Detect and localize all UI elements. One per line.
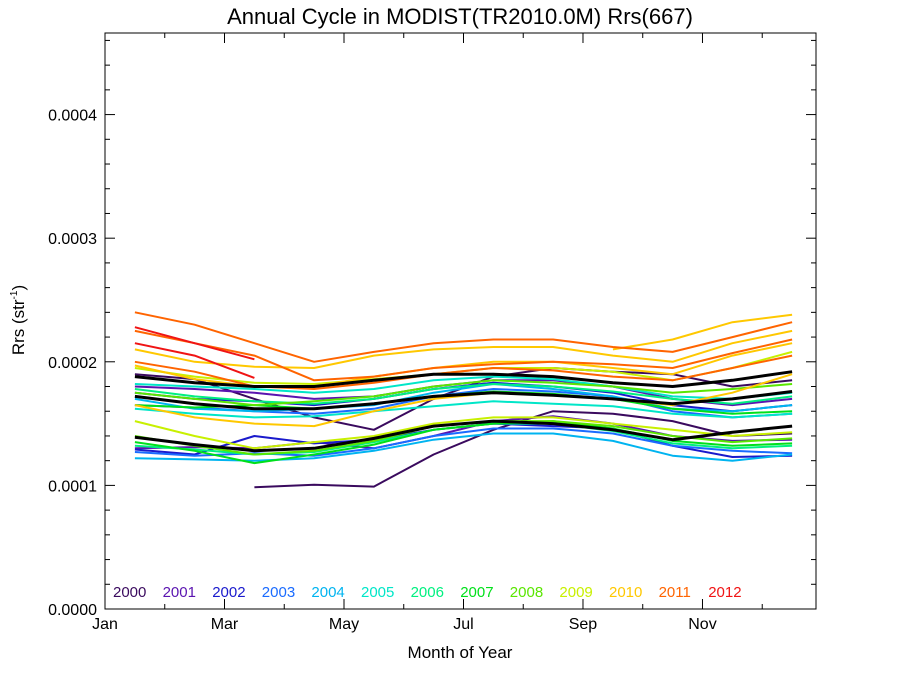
- series-lines: [134, 311, 793, 489]
- legend-item-2010: 2010: [609, 584, 642, 601]
- legend-item-2006: 2006: [411, 584, 444, 601]
- series-line-29: [134, 370, 793, 388]
- series-line-28: [134, 342, 255, 379]
- legend-item-2011: 2011: [659, 584, 691, 601]
- legend-item-2012: 2012: [708, 584, 741, 601]
- y-tick-label: 0.0001: [48, 478, 97, 495]
- plot-frame: [104, 32, 817, 610]
- series-line-11: [134, 375, 793, 400]
- y-axis-label-main: Rrs (str: [9, 299, 28, 355]
- y-axis-label-exponent: -1: [9, 290, 20, 299]
- chart-title: Annual Cycle in MODIST(TR2010.0M) Rrs(66…: [227, 4, 693, 29]
- y-axis-label-tail: ): [9, 285, 28, 291]
- series-line-18: [134, 416, 793, 450]
- legend-item-2004: 2004: [311, 584, 344, 601]
- x-tick-label: May: [329, 616, 359, 633]
- series-line-30: [134, 390, 793, 411]
- series-line-14: [134, 420, 793, 465]
- y-axis-label: Rrs (str-1): [9, 285, 28, 355]
- series-line-13: [134, 383, 793, 405]
- x-tick-label: Jan: [92, 616, 118, 633]
- axis-ticks: Jan Mar May Jul Sep Nov 0.0000 0.0001 0.0002 0.00…: [48, 33, 816, 633]
- x-tick-label: Nov: [688, 616, 716, 633]
- legend-item-2001: 2001: [163, 584, 196, 601]
- series-line-20: [134, 329, 793, 369]
- series-line-26: [134, 354, 793, 390]
- legend-item-2009: 2009: [559, 584, 592, 601]
- series-line-24: [134, 311, 793, 363]
- series-line-25: [134, 329, 793, 382]
- legend-item-2005: 2005: [361, 584, 394, 601]
- legend-item-2002: 2002: [212, 584, 245, 601]
- x-axis-label: Month of Year: [408, 643, 513, 662]
- y-tick-label: 0.0004: [48, 108, 97, 125]
- legend-item-2008: 2008: [510, 584, 543, 601]
- legend-item-2003: 2003: [262, 584, 295, 601]
- series-line-31: [134, 419, 793, 453]
- y-tick-label: 0.0002: [48, 355, 97, 372]
- series-line-23: [612, 313, 793, 351]
- legend: 2000 2001 2002 2003 2004 2005 2006 2007 2008 2009…: [113, 584, 742, 601]
- x-tick-label: Sep: [569, 616, 598, 633]
- x-tick-label: Jul: [453, 616, 473, 633]
- series-line-17: [134, 379, 793, 407]
- legend-item-2000: 2000: [113, 584, 146, 601]
- legend-item-2007: 2007: [460, 584, 493, 601]
- y-tick-label: 0.0003: [48, 231, 97, 248]
- y-tick-label: 0.0000: [48, 602, 97, 619]
- series-line-27: [134, 326, 255, 361]
- series-line-10: [134, 400, 793, 419]
- x-tick-label: Mar: [211, 616, 239, 633]
